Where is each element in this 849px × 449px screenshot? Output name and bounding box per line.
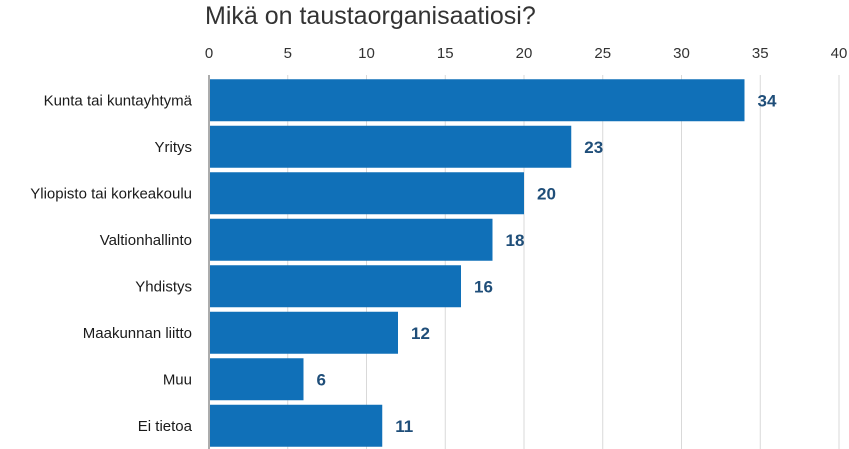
data-label: 20 — [537, 184, 556, 203]
category-label: Valtionhallinto — [100, 232, 192, 249]
bar — [210, 172, 524, 215]
data-label: 18 — [506, 231, 525, 250]
category-label: Muu — [163, 371, 192, 388]
bar — [210, 265, 461, 308]
bar — [210, 358, 304, 401]
category-label: Yritys — [155, 139, 193, 156]
x-tick-label: 15 — [437, 45, 454, 62]
bar — [210, 125, 572, 168]
bar — [210, 404, 383, 447]
bar — [210, 311, 398, 354]
x-tick-label: 35 — [752, 45, 769, 62]
data-label: 23 — [584, 138, 603, 157]
data-label: 34 — [758, 91, 777, 110]
x-tick-label: 30 — [673, 45, 690, 62]
x-tick-label: 5 — [284, 45, 292, 62]
x-tick-label: 0 — [205, 45, 213, 62]
bar — [210, 218, 493, 261]
category-label: Yhdistys — [135, 278, 192, 295]
data-label: 6 — [317, 370, 326, 389]
chart-title: Mikä on taustaorganisaatiosi? — [205, 2, 536, 30]
bar — [210, 79, 745, 122]
category-label: Ei tietoa — [138, 418, 193, 435]
x-tick-label: 40 — [831, 45, 848, 62]
x-tick-label: 25 — [594, 45, 611, 62]
data-label: 12 — [411, 324, 430, 343]
category-label: Maakunnan liitto — [83, 325, 192, 342]
data-label: 16 — [474, 277, 493, 296]
data-label: 11 — [395, 417, 413, 436]
x-tick-label: 20 — [516, 45, 533, 62]
category-label: Yliopisto tai korkeakoulu — [30, 185, 192, 202]
category-label: Kunta tai kuntayhtymä — [44, 92, 193, 109]
x-tick-label: 10 — [358, 45, 375, 62]
